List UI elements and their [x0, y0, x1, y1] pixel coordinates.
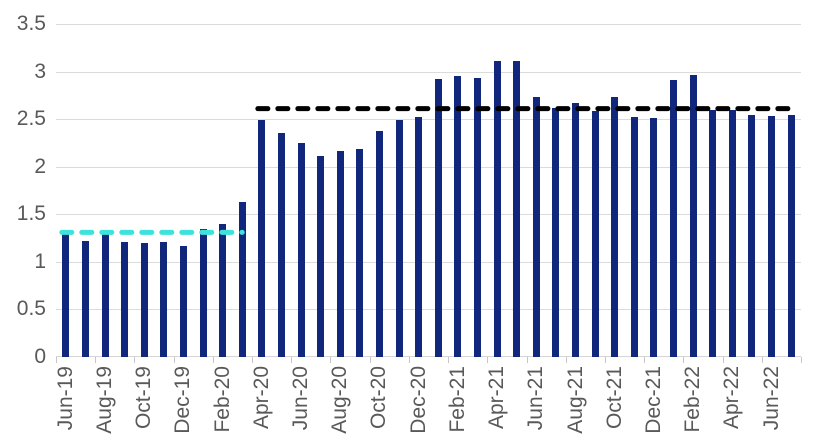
- bar: [552, 108, 560, 357]
- axis-tick-mark: [448, 357, 450, 363]
- axis-tick-mark: [683, 357, 685, 363]
- x-axis-label: Oct-19: [132, 366, 156, 430]
- bar: [140, 243, 148, 357]
- x-axis-label: Apr-21: [485, 366, 509, 430]
- x-axis-label: Aug-21: [563, 366, 587, 434]
- bar: [532, 97, 540, 357]
- axis-tick-mark: [95, 357, 97, 363]
- bar: [748, 115, 756, 357]
- bar: [415, 117, 423, 357]
- x-axis-line: [56, 356, 801, 357]
- bar: [670, 80, 678, 357]
- bar: [62, 234, 70, 357]
- y-axis-label: 1.5: [16, 202, 46, 226]
- bar: [709, 110, 717, 357]
- axis-tick-mark: [56, 357, 57, 363]
- y-axis-label: 0: [34, 345, 46, 368]
- bar: [238, 202, 246, 357]
- bar: [81, 241, 89, 357]
- bar: [336, 151, 344, 357]
- x-axis-label: Dec-19: [171, 366, 195, 434]
- gridline: [56, 261, 801, 263]
- x-axis-label: Oct-21: [602, 366, 626, 430]
- bar: [454, 76, 462, 357]
- gridline: [56, 119, 801, 121]
- gridline: [56, 71, 801, 73]
- axis-tick-mark: [487, 357, 489, 363]
- bar: [375, 131, 383, 357]
- bar: [121, 242, 129, 357]
- y-axis-label: 3: [34, 59, 46, 83]
- bar: [297, 143, 305, 357]
- plot-area: [56, 24, 801, 357]
- axis-tick-mark: [252, 357, 254, 363]
- bar: [493, 61, 501, 357]
- y-axis-label: 2: [34, 154, 46, 178]
- axis-tick-mark: [408, 357, 410, 363]
- axis-tick-mark: [644, 357, 646, 363]
- bar: [611, 97, 619, 357]
- bar: [277, 133, 285, 357]
- axis-tick-mark: [526, 357, 528, 363]
- bar: [572, 103, 580, 357]
- x-axis-label: Apr-20: [249, 366, 273, 430]
- axis-tick-mark: [801, 357, 802, 363]
- axis-tick-mark: [134, 357, 136, 363]
- y-axis-label: 0.5: [16, 297, 46, 321]
- bar: [434, 79, 442, 357]
- x-axis-label: Feb-21: [445, 366, 469, 433]
- bar: [768, 116, 776, 357]
- axis-tick-mark: [369, 357, 371, 363]
- x-axis-label: Dec-21: [641, 366, 665, 434]
- x-axis-label: Jun-22: [759, 366, 783, 431]
- x-axis-label: Feb-20: [210, 366, 234, 433]
- axis-tick-mark: [722, 357, 724, 363]
- y-axis-label: 2.5: [16, 107, 46, 131]
- x-axis-label: Apr-22: [720, 366, 744, 430]
- x-axis-label: Feb-22: [681, 366, 705, 433]
- gridline: [56, 214, 801, 216]
- bar: [356, 149, 364, 357]
- x-axis-label: Dec-20: [406, 366, 430, 434]
- y-axis-label: 3.5: [16, 12, 46, 35]
- bar: [728, 110, 736, 357]
- x-axis-label: Aug-20: [328, 366, 352, 434]
- axis-tick-mark: [330, 357, 332, 363]
- bar: [591, 111, 599, 357]
- axis-tick-mark: [604, 357, 606, 363]
- axis-tick-mark: [565, 357, 567, 363]
- bar: [689, 75, 697, 357]
- gridline: [56, 309, 801, 311]
- gridline: [56, 166, 801, 168]
- bar: [787, 115, 795, 357]
- axis-tick-mark: [212, 357, 214, 363]
- reference-lines-overlay: [59, 106, 800, 235]
- bar: [258, 120, 266, 357]
- x-axis-label: Jun-21: [524, 366, 548, 431]
- bar: [650, 118, 658, 357]
- x-axis-label: Jun-19: [53, 366, 77, 431]
- bar: [395, 120, 403, 357]
- axis-tick-mark: [173, 357, 175, 363]
- bar: [630, 117, 638, 357]
- bar: [179, 246, 187, 357]
- axis-tick-mark: [291, 357, 293, 363]
- bar: [160, 242, 168, 357]
- bar: [219, 224, 227, 357]
- y-axis-label: 1: [34, 249, 46, 273]
- x-axis-label: Oct-20: [367, 366, 391, 430]
- axis-tick-mark: [761, 357, 763, 363]
- bar: [474, 78, 481, 357]
- x-axis-label: Aug-19: [93, 366, 116, 434]
- x-axis-label: Jun-20: [289, 366, 313, 431]
- bar: [317, 156, 325, 357]
- bar: [101, 230, 109, 357]
- bar: [513, 61, 521, 357]
- bar: [199, 229, 207, 357]
- gridline: [56, 24, 801, 25]
